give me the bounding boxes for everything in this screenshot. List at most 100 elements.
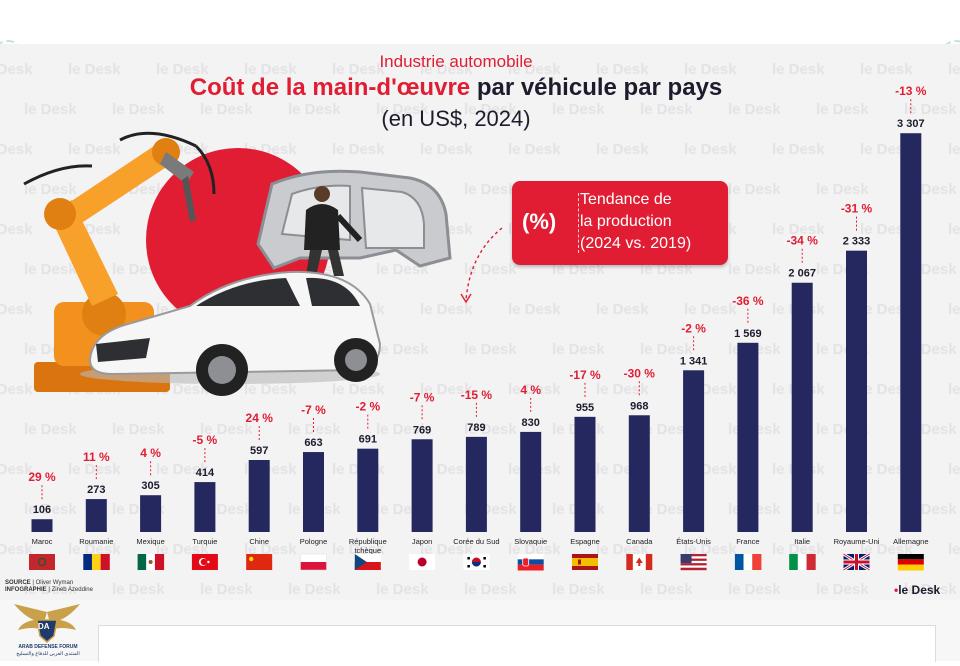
value-label: 769: [413, 424, 431, 436]
trend-label: -2 %: [681, 321, 706, 335]
value-label: 1 569: [734, 328, 762, 340]
trend-label: -17 %: [569, 368, 601, 382]
legend-line-2: la production: [580, 213, 672, 230]
bars-layer: 106 29 % Maroc 273 11 % Roumanie 305 4 % Mexique…: [28, 84, 928, 555]
brand-logo: •le Desk: [894, 583, 941, 597]
germany-flag: [897, 554, 924, 571]
slovakia-flag: [517, 554, 544, 571]
value-label: 968: [630, 400, 648, 412]
trend-label: -7 %: [301, 403, 326, 417]
canada-flag: [626, 554, 653, 570]
top-margin: [0, 0, 960, 44]
czechia-flag: [354, 554, 381, 570]
trend-label: -13 %: [895, 84, 927, 98]
bar-16: [846, 250, 867, 532]
category-label: Allemagne: [893, 537, 928, 546]
brand-name: le Desk: [898, 583, 941, 597]
forum-name: ARAB DEFENSE FORUM: [18, 644, 78, 650]
trend-label: 29 %: [28, 470, 56, 484]
car-body-frame-icon: [256, 169, 452, 270]
legend-divider: [578, 193, 580, 253]
bar-15: [791, 282, 813, 532]
legend-arrow-head: [460, 293, 472, 304]
chart-kicker: Industrie automobile: [379, 52, 533, 71]
turkey-flag: [191, 554, 218, 570]
romania-flag: [83, 554, 110, 570]
uk-flag: [842, 552, 871, 572]
value-label: 273: [87, 484, 105, 496]
category-label: Maroc: [32, 537, 53, 546]
chart-title-red: Coût de la main-d'œuvre: [189, 74, 471, 101]
italy-flag: [789, 554, 816, 570]
trend-label: -15 %: [461, 388, 493, 402]
category-label: Corée du Sud: [453, 537, 499, 546]
morocco-flag: [29, 554, 55, 570]
bar-10: [520, 431, 542, 532]
mexico-flag: [137, 554, 165, 570]
value-label: 789: [467, 422, 485, 434]
legend-box: (%) Tendance de la production (2024 vs. …: [512, 181, 728, 265]
bar-5: [248, 460, 270, 532]
chart-subtitle: (en US$, 2024): [381, 106, 531, 131]
category-label: Turquie: [192, 537, 217, 546]
category-label: Pologne: [300, 537, 328, 546]
trend-label: 24 %: [246, 411, 274, 425]
worker-icon: [304, 186, 363, 276]
category-label: Mexique: [136, 537, 164, 546]
flags-layer: [29, 552, 924, 572]
legend-line-3: (2024 vs. 2019): [580, 235, 692, 252]
source-value: Oliver Wyman: [35, 580, 74, 586]
category-label: Canada: [626, 537, 653, 546]
category-label: États-Unis: [676, 537, 711, 546]
bar-12: [628, 415, 650, 532]
france-flag: [734, 554, 762, 570]
chart: 106 29 % Maroc 273 11 % Roumanie 305 4 % Mexique…: [23, 84, 929, 572]
category-label: Espagne: [570, 537, 600, 546]
chart-title: Coût de la main-d'œuvre par véhicule par…: [0, 74, 912, 102]
trend-label: 4 %: [140, 446, 161, 460]
value-label: 2 333: [843, 236, 871, 248]
category-label: République tchèque: [349, 537, 387, 555]
bar-8: [411, 439, 433, 532]
bar-1: [31, 519, 53, 532]
value-label: 597: [250, 445, 268, 457]
legend-arrow: [465, 227, 503, 301]
value-label: 663: [304, 437, 322, 449]
value-label: 2 067: [788, 268, 816, 280]
bar-4: [194, 482, 216, 532]
value-label: 955: [576, 402, 594, 414]
category-label: Italie: [794, 537, 810, 546]
usa-flag: [680, 554, 707, 571]
south-korea-flag: [463, 554, 490, 570]
chart-title-dark: par véhicule par pays: [476, 74, 723, 101]
value-label: 305: [141, 480, 159, 492]
spain-flag: [572, 554, 598, 570]
value-label: 830: [522, 417, 540, 429]
trend-label: -30 %: [624, 366, 656, 380]
trend-label: -31 %: [841, 202, 873, 216]
japan-flag: [409, 554, 436, 570]
value-label: 3 307: [897, 118, 925, 130]
illustration: [23, 131, 452, 396]
bar-11: [574, 416, 596, 532]
forum-eagle-icon: [14, 604, 80, 643]
category-label: France: [736, 537, 759, 546]
infographic-label: INFOGRAPHIE: [5, 587, 47, 593]
trend-label: -5 %: [193, 433, 218, 447]
bar-6: [303, 452, 324, 532]
bar-9: [465, 436, 487, 532]
bar-2: [85, 499, 107, 532]
trend-label: -2 %: [355, 400, 380, 414]
trend-label: -34 %: [787, 234, 819, 248]
trend-label: 4 %: [520, 383, 541, 397]
trend-label: -7 %: [410, 390, 435, 404]
forum-initials: DA: [38, 622, 50, 631]
forum-arabic-name: المنتدى العربي للدفاع والتسليح: [16, 651, 80, 657]
legend-symbol: (%): [522, 209, 557, 234]
bar-3: [140, 495, 162, 532]
value-label: 414: [196, 467, 215, 479]
forum-logo: DA ARAB DEFENSE FORUM المنتدى العربي للد…: [4, 600, 90, 661]
source-credit: SOURCE | Oliver Wyman INFOGRAPHIE | Zine…: [5, 580, 93, 593]
bar-14: [737, 342, 759, 532]
